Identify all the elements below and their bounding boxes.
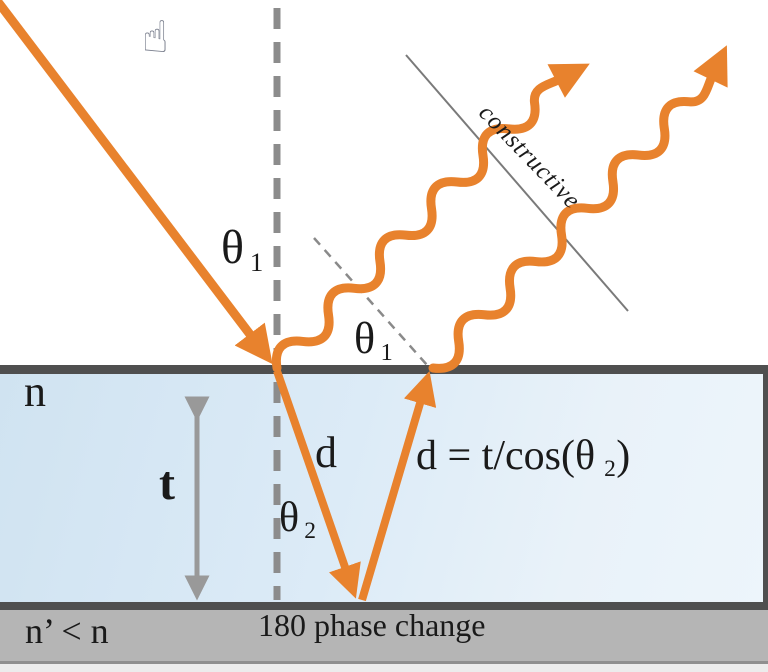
incident-ray: [0, 0, 273, 365]
path-length-equation: d = t/cos(θ 2): [416, 435, 630, 481]
reflected-wave-1: [271, 63, 590, 373]
substrate-bottom-edge: [0, 661, 768, 664]
theta-subscript: 1: [380, 338, 393, 366]
path-length-label: d: [315, 428, 337, 477]
substrate-layer: [0, 610, 768, 661]
film-right-border: [763, 365, 768, 610]
film-bottom-boundary: [0, 602, 768, 610]
reflected-wave-2: [428, 45, 728, 373]
equation-text: d = t/cos(θ: [416, 433, 596, 479]
film-thickness-label: t: [159, 457, 175, 510]
hand-pointer-icon: ☝: [142, 12, 169, 63]
surface-angle-dashed-line: [313, 237, 428, 366]
background-strip: [0, 664, 768, 672]
internal-reflected-ray: [358, 370, 437, 602]
substrate-index-label: n’ < n: [25, 611, 109, 651]
equation-subscript: 2: [604, 455, 616, 482]
film-top-boundary: [0, 365, 768, 374]
equation-close-paren: ): [616, 433, 631, 479]
wavefront-line: [405, 54, 629, 312]
theta-symbol: θ: [221, 221, 244, 274]
theta-subscript: 1: [249, 246, 264, 277]
theta-symbol: θ: [279, 495, 300, 541]
phase-change-label: 180 phase change: [258, 607, 486, 643]
film-index-label: n: [24, 367, 46, 416]
thin-film-layer: [0, 374, 768, 602]
refracted-ray: [273, 369, 361, 599]
theta-subscript: 2: [304, 517, 317, 544]
theta-symbol: θ: [354, 314, 376, 363]
